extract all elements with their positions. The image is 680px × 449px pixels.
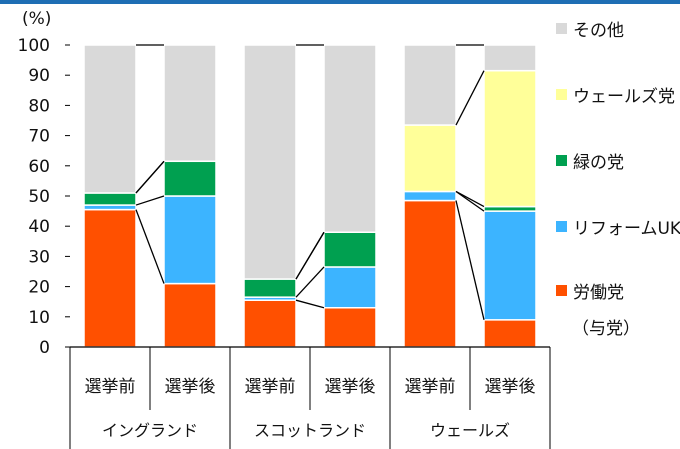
legend-swatch-reform — [556, 221, 567, 232]
connector-line — [135, 195, 165, 206]
connector-line — [455, 70, 485, 126]
bar-segment — [323, 306, 377, 348]
connector-line — [455, 190, 485, 208]
legend-swatch-plaid-cymru — [556, 89, 567, 100]
y-tick-label: 70 — [28, 127, 50, 147]
connector-lines — [135, 44, 485, 320]
legend-swatch-other — [556, 23, 567, 34]
y-tick-label: 30 — [28, 247, 50, 267]
legend-item-labour: 労働党 — [556, 278, 624, 303]
bar-segment — [163, 195, 217, 285]
x-tick-label: 選挙後 — [485, 377, 536, 397]
legend-item-plaid-cymru: ウェールズ党 — [556, 82, 675, 107]
x-tick-label: 選挙前 — [405, 377, 456, 397]
legend-label-labour: 労働党 — [573, 283, 624, 303]
legend-label-reform: リフォームUK — [573, 219, 680, 239]
bar-segment — [323, 231, 377, 268]
bar-segment — [83, 208, 137, 348]
bar-segment — [403, 199, 457, 348]
bar-segment — [163, 44, 217, 163]
y-tick-label: 60 — [28, 157, 50, 177]
y-tick-label: 100 — [18, 36, 50, 56]
top-accent-bar — [0, 0, 680, 4]
connector-line — [295, 299, 325, 309]
bar-segment — [483, 44, 537, 72]
bar-segment — [483, 319, 537, 348]
y-axis-ticks: 0 10 20 30 40 50 60 70 80 90 100 — [18, 36, 70, 358]
legend-label-other: その他 — [573, 21, 624, 41]
bar-segment — [483, 210, 537, 321]
bar-segment — [243, 44, 297, 280]
bar-segment — [403, 44, 457, 126]
legend-label-plaid-cymru: ウェールズ党 — [573, 87, 675, 107]
legend-note-ruling-party: （与党） — [572, 319, 640, 339]
bar-segment — [323, 266, 377, 309]
x-tick-label: 選挙後 — [165, 377, 216, 397]
connector-line — [455, 200, 485, 320]
y-tick-label: 10 — [28, 308, 50, 328]
legend-swatch-green — [556, 155, 567, 166]
y-tick-label: 0 — [39, 338, 50, 358]
group-label: ウェールズ — [430, 421, 510, 440]
y-tick-label: 50 — [28, 187, 50, 207]
y-tick-label: 40 — [28, 217, 50, 237]
x-tick-label: 選挙後 — [325, 377, 376, 397]
y-tick-label: 90 — [28, 66, 50, 86]
bars — [83, 44, 537, 348]
legend-label-green: 緑の党 — [573, 153, 624, 173]
y-tick-label: 20 — [28, 278, 50, 298]
bar-segment — [243, 299, 297, 348]
bar-segment — [403, 190, 457, 202]
connector-line — [295, 266, 325, 298]
group-label: イングランド — [102, 421, 198, 440]
x-tick-label: 選挙前 — [85, 377, 136, 397]
legend-item-green: 緑の党 — [556, 148, 624, 173]
connector-line — [135, 209, 165, 284]
bar-segment — [323, 44, 377, 233]
x-tick-label: 選挙前 — [245, 377, 296, 397]
bar-segment — [163, 160, 217, 197]
y-tick-label: 80 — [28, 96, 50, 116]
legend-item-other: その他 — [556, 16, 624, 41]
connector-line — [455, 190, 485, 212]
group-label: スコットランド — [254, 421, 366, 440]
bar-segment — [163, 282, 217, 348]
y-axis-label: (%) — [22, 9, 51, 29]
bar-segment — [403, 124, 457, 193]
connector-line — [295, 231, 325, 280]
bar-segment — [483, 69, 537, 208]
legend-item-reform: リフォームUK — [556, 214, 680, 239]
legend: その他 ウェールズ党 緑の党 リフォームUK 労働党 （与党） — [556, 16, 680, 339]
bar-segment — [83, 192, 137, 206]
bar-segment — [83, 44, 137, 194]
bar-segment — [243, 278, 297, 298]
connector-line — [135, 160, 165, 194]
legend-swatch-labour — [556, 285, 567, 296]
